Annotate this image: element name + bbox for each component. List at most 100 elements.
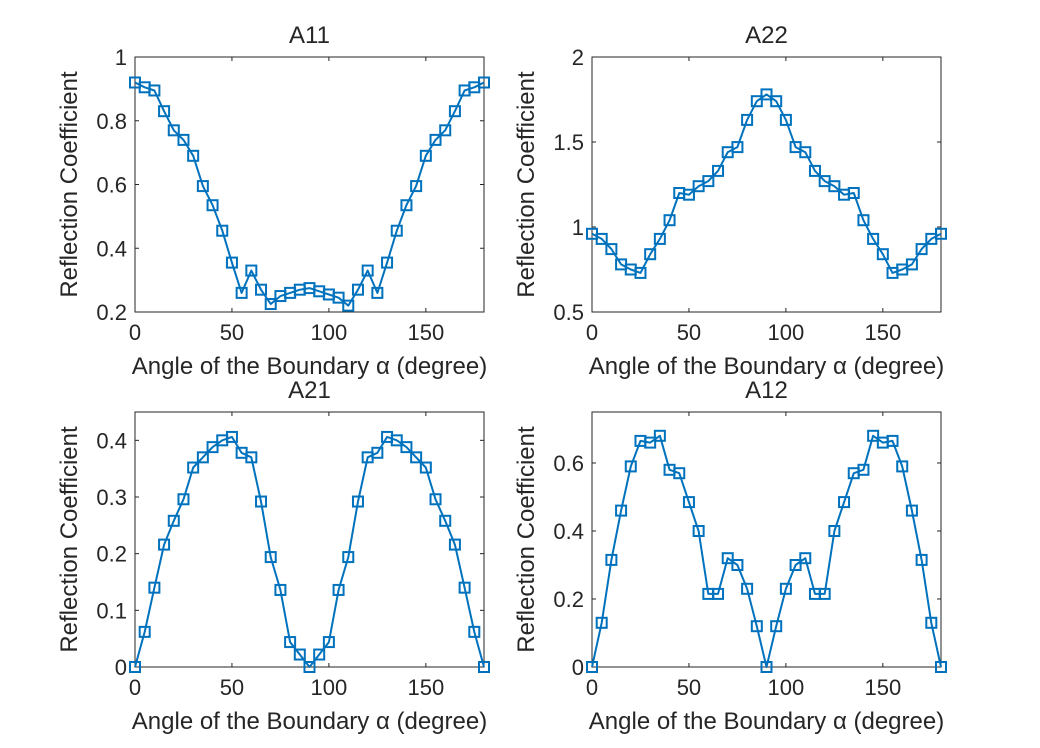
data-point [361, 264, 374, 277]
data-point [615, 504, 628, 517]
series-line [591, 434, 942, 668]
data-point [303, 661, 316, 673]
y-axis-label: Reflection Coefficient [513, 426, 540, 653]
data-point [905, 258, 918, 271]
data-point [371, 446, 384, 459]
x-tick-label: 0 [129, 320, 141, 345]
data-point [731, 141, 744, 154]
data-point [935, 227, 947, 240]
data-point [410, 180, 423, 193]
data-point [653, 429, 666, 442]
x-axis-label: Angle of the Boundary α (degree) [132, 708, 487, 735]
data-point [148, 581, 161, 594]
x-tick-label: 150 [407, 320, 444, 345]
data-point [439, 514, 452, 527]
x-axis-label: Angle of the Boundary α (degree) [132, 353, 487, 380]
data-point [682, 496, 695, 509]
data-point [828, 180, 841, 193]
data-point [390, 434, 403, 447]
x-tick-label: 0 [586, 675, 598, 700]
data-point [322, 636, 335, 649]
y-tick-label: 0 [572, 655, 584, 680]
series-line [591, 93, 942, 274]
data-point [779, 582, 792, 595]
y-tick-label: 0.2 [553, 587, 584, 612]
data-point [653, 232, 666, 245]
axes-frame [591, 411, 942, 668]
data-point [235, 286, 248, 299]
data-point [313, 648, 326, 661]
data-point [351, 495, 364, 508]
data-point [478, 661, 490, 673]
y-axis-label: Reflection Coefficient [56, 426, 83, 653]
data-point [284, 636, 297, 649]
y-tick-label: 0.6 [96, 173, 127, 198]
axes-frame [134, 411, 485, 668]
y-tick-label: 0.1 [96, 598, 127, 623]
data-point [712, 164, 725, 177]
x-tick-label: 150 [407, 675, 444, 700]
axes-frame [134, 56, 485, 313]
chart-title: A12 [745, 377, 788, 404]
data-point [644, 248, 657, 261]
data-point [673, 467, 686, 480]
data-point [847, 187, 860, 199]
data-point [429, 493, 442, 506]
y-tick-label: 1.5 [553, 130, 584, 155]
data-point [750, 620, 763, 633]
data-point [245, 451, 258, 464]
data-point [439, 124, 452, 137]
data-point [644, 436, 657, 449]
data-point [760, 661, 773, 673]
data-point [225, 430, 238, 443]
data-point [799, 146, 812, 159]
data-point [419, 149, 432, 162]
axes-frame [591, 56, 942, 313]
data-point [332, 291, 345, 304]
data-point [419, 461, 432, 474]
y-tick-label: 0.3 [96, 485, 127, 510]
data-point [400, 199, 413, 212]
data-point [692, 525, 705, 537]
data-point [789, 559, 802, 571]
x-tick-label: 0 [129, 675, 141, 700]
data-point [332, 583, 345, 596]
x-tick-label: 0 [586, 320, 598, 345]
y-tick-label: 0.6 [553, 451, 584, 476]
y-tick-label: 0 [115, 655, 127, 680]
panel-a11: 0 50 100 150 0.2 0.4 0.6 0.8 1 A11 Angle of the Bo… [56, 22, 490, 380]
data-point [915, 553, 928, 566]
y-tick-label: 1 [572, 215, 584, 240]
x-tick-label: 50 [220, 320, 244, 345]
data-point [129, 661, 141, 673]
y-tick-label: 0.2 [96, 542, 127, 567]
data-point [818, 587, 831, 600]
data-point [429, 133, 442, 146]
data-point [167, 124, 180, 137]
x-tick-label: 50 [677, 675, 701, 700]
x-tick-label: 100 [768, 320, 805, 345]
data-point [264, 298, 277, 311]
x-tick-label: 150 [864, 675, 901, 700]
data-point [187, 149, 200, 162]
data-point [876, 248, 889, 261]
data-point [770, 95, 783, 108]
y-axis-label: Reflection Coefficient [56, 71, 83, 298]
data-point [342, 299, 355, 312]
data-point [274, 583, 287, 596]
data-point [760, 88, 773, 101]
data-point [448, 538, 461, 551]
data-point [216, 224, 229, 237]
data-point [245, 264, 258, 277]
panel-a21: 0 50 100 150 0 0.1 0.2 0.3 0.4 A21 Angle of the Bo… [56, 377, 490, 735]
data-point [177, 133, 190, 146]
x-tick-label: 150 [864, 320, 901, 345]
panel-a22: 0 50 100 150 0.5 1 1.5 2 A22 Angle of the Boundar… [513, 22, 947, 380]
y-axis-label: Reflection Coefficient [513, 71, 540, 298]
series-line [134, 435, 485, 668]
data-point [187, 461, 200, 474]
data-point [867, 429, 880, 442]
data-point [799, 552, 812, 565]
data-point [857, 214, 870, 227]
data-point [448, 105, 461, 118]
